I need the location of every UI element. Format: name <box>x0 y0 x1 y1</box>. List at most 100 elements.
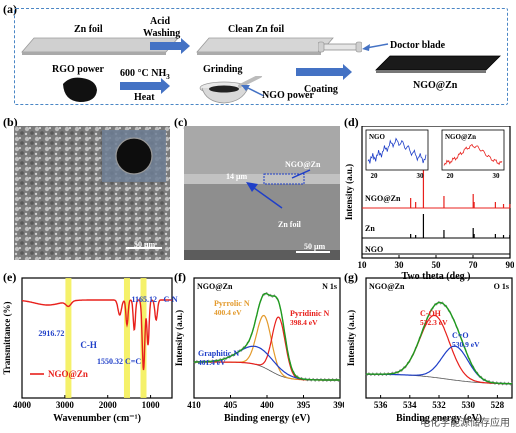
o1s-comp-value-0: 532.3 eV <box>420 318 448 327</box>
sem-c-scale-label: 50 μm <box>304 242 326 251</box>
xrd-xlabel: Two theta (deg.) <box>402 271 471 282</box>
nh3-subscript: 3 <box>166 73 170 81</box>
n1s-comp-name-1: Pyridinic N <box>290 309 330 318</box>
ftir-x-tick-label-0: 4000 <box>13 400 32 410</box>
xrd-x-tick-label-1: 30 <box>395 260 405 270</box>
ftir-annot-group-1: C=C <box>125 357 141 366</box>
nh3-text: 600 °C NH <box>120 68 167 79</box>
panel-e-label: (e) <box>3 270 17 284</box>
ftir-annot-value-1: 1550.32 <box>97 357 123 366</box>
clean-zn-foil-label: Clean Zn foil <box>228 24 285 35</box>
n1s-title-right: N 1s <box>322 282 337 291</box>
sem-image-b <box>14 126 170 260</box>
xrd-inset-tick-a-0: 20 <box>371 172 379 180</box>
doctor-blade-label: Doctor blade <box>390 40 446 51</box>
sem-c-ngo-zn-label: NGO@Zn <box>285 160 321 169</box>
scheme-frame <box>14 8 508 105</box>
xrd-x-tick-label-2: 50 <box>432 260 442 270</box>
ftir-ylabel: Transmittance (%) <box>2 301 12 374</box>
panel-b-label: (b) <box>3 115 18 129</box>
xrd-inset-tick-a-1: 20 <box>447 172 455 180</box>
o1s-envelope <box>366 301 512 385</box>
xrd-inset-curve-1 <box>443 143 503 166</box>
xrd-inset-curve-0 <box>367 137 427 164</box>
n1s-x-tick-label-4: 390 <box>333 400 344 410</box>
washing-label: Washing <box>143 28 181 39</box>
acid-label: Acid <box>150 16 170 27</box>
ngo-power-label: NGO power <box>262 90 314 101</box>
xrd-inset-label-0: NGO <box>369 133 386 141</box>
ftir-x-tick-label-2: 2000 <box>99 400 118 410</box>
o1s-comp-name-1: C=O <box>452 331 469 340</box>
acid-washing-arrow <box>150 38 190 54</box>
xrd-x-tick-label-4: 90 <box>506 260 515 270</box>
ftir-band-0 <box>65 278 72 398</box>
n1s-ylabel: Intensity (a.u.) <box>174 310 184 366</box>
o1s-x-tick-label-3: 530 <box>461 400 475 410</box>
panel-f-label: (f) <box>174 270 186 284</box>
xrd-inset-frame-1 <box>441 129 505 171</box>
o1s-xlabel: Binding energy (eV) <box>396 413 482 424</box>
zn-foil-plate <box>21 37 179 55</box>
ftir-x-tick-label-3: 1000 <box>142 400 161 410</box>
rgo-powder-icon <box>63 77 97 102</box>
coating-arrow <box>296 64 352 80</box>
heat-arrow <box>120 78 170 94</box>
n1s-xlabel: Binding energy (eV) <box>224 413 310 424</box>
o1s-x-tick-label-4: 528 <box>491 400 505 410</box>
ftir-x-tick-label-1: 3000 <box>56 400 75 410</box>
sem-b-scale-label: 50 μm <box>134 240 156 249</box>
o1s-comp-value-1: 530.9 eV <box>452 340 480 349</box>
ngo-power-pointer <box>241 85 265 97</box>
xrd-inset-tick-b-0: 30 <box>417 172 425 180</box>
ftir-annot-group-0: C-H <box>80 340 97 350</box>
panel-c-label: (c) <box>174 115 188 129</box>
o1s-x-tick-label-0: 536 <box>374 400 388 410</box>
ftir-band-2 <box>140 278 147 398</box>
n1s-comp-value-1: 398.4 eV <box>290 318 318 327</box>
watermark-text: 电化学能源储存应用 <box>420 418 510 429</box>
xrd-ylabel: Intensity (a.u.) <box>344 164 354 220</box>
ftir-band-1 <box>123 278 130 398</box>
o1s-chart: 536 534 532 530 528 Binding energy (eV) Intens… <box>346 277 513 424</box>
ngo-zn-plate <box>375 55 501 73</box>
n1s-comp-name-0: Pyrrolic N <box>214 299 250 308</box>
sem-image-c <box>184 126 340 260</box>
doctor-blade-pointer <box>362 43 389 51</box>
clean-zn-foil-plate <box>196 37 334 55</box>
xrd-inset-frame-0 <box>365 129 429 171</box>
n1s-x-tick-label-1: 405 <box>224 400 238 410</box>
panel-g-label: (g) <box>344 270 358 284</box>
doctor-blade-icon <box>318 41 362 53</box>
ftir-annot-value-0: 2916.72 <box>38 329 64 338</box>
n1s-component-0 <box>194 314 340 381</box>
n1s-title-left: NGO@Zn <box>197 282 233 291</box>
o1s-frame <box>365 277 513 399</box>
xrd-inset-label-1: NGO@Zn <box>445 133 476 141</box>
nh3-label: 600 °C NH3 <box>120 68 170 81</box>
xrd-series-label-2: NGO <box>365 245 383 254</box>
n1s-comp-name-2: Graphitic N <box>198 349 239 358</box>
o1s-title-right: O 1s <box>494 282 509 291</box>
ftir-xlabel: Wavenumber (cm⁻¹) <box>53 413 141 424</box>
panel-a-label: (a) <box>3 2 17 16</box>
rgo-power-label: RGO power <box>52 64 104 75</box>
xrd-inset-tick-b-1: 30 <box>493 172 501 180</box>
n1s-comp-value-2: 401.4 eV <box>198 358 226 367</box>
o1s-x-tick-label-2: 532 <box>432 400 446 410</box>
o1s-title-left: NGO@Zn <box>369 282 405 291</box>
ngo-zn-label: NGO@Zn <box>413 80 458 91</box>
n1s-chart: 410 405 400 395 390 Binding energy (eV) Intens… <box>174 277 344 424</box>
zn-foil-label: Zn foil <box>74 24 103 35</box>
ftir-frame <box>21 277 173 399</box>
xrd-x-tick-label-3: 70 <box>469 260 479 270</box>
n1s-x-tick-label-0: 410 <box>187 400 201 410</box>
ftir-annot-value-2: 1165.12 <box>131 295 157 304</box>
mortar-icon <box>199 76 262 104</box>
n1s-envelope <box>194 292 340 381</box>
n1s-x-tick-label-2: 400 <box>260 400 274 410</box>
xrd-series-label-0: NGO@Zn <box>365 194 401 203</box>
heat-label: Heat <box>134 92 155 103</box>
xrd-x-tick-label-0: 10 <box>358 260 368 270</box>
